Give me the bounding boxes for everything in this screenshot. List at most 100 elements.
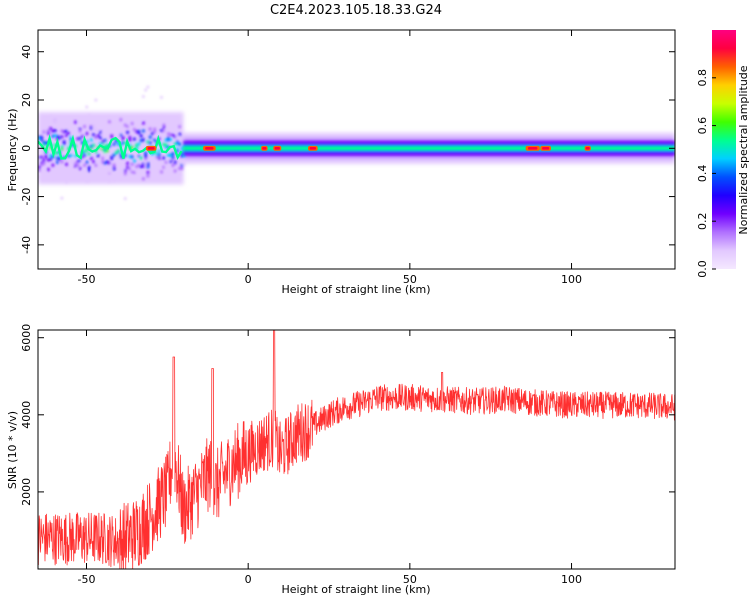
spectrogram-cell	[167, 132, 170, 136]
spectrogram-cell	[56, 156, 59, 160]
spectrogram-cell	[105, 160, 109, 164]
spectrogram-cell	[99, 142, 102, 146]
spectrogram-cell	[69, 154, 73, 158]
spectrogram-peak-core	[527, 146, 538, 150]
spectrogram-cell	[142, 121, 145, 125]
spectrogram-cell	[51, 155, 55, 159]
snr-x-axis-label: Height of straight line (km)	[281, 583, 430, 596]
spectrogram-cell	[47, 131, 50, 135]
spectrogram-cell	[101, 160, 104, 164]
spectrogram-cell	[40, 131, 43, 135]
spectrogram-cell	[135, 143, 138, 147]
spectrogram-cell	[99, 119, 102, 123]
spectrogram-cell	[148, 127, 152, 131]
spectrogram-cell	[38, 175, 41, 179]
spectrogram-cell	[103, 138, 107, 142]
spectrogram-cell	[42, 169, 46, 173]
spectrogram-cell	[139, 116, 143, 120]
spectrogram-y-axis-label: Frequency (Hz)	[6, 109, 19, 192]
spectrogram-cell	[167, 138, 170, 142]
spectrogram-cell	[153, 130, 157, 134]
spectrogram-cell	[40, 161, 43, 165]
spectrogram-cell	[90, 126, 93, 130]
spectrogram-peak-core	[147, 146, 155, 150]
spectrogram-cell	[112, 163, 116, 167]
spectrogram-cell	[53, 151, 57, 155]
spectrogram-cell	[117, 149, 120, 153]
spectrogram-cell	[128, 136, 132, 140]
spectrogram-cell	[146, 140, 150, 144]
x-tick-label: 50	[403, 573, 417, 586]
spectrogram-cell	[69, 137, 73, 141]
spectrogram-cell	[74, 171, 77, 175]
spectrogram-cell	[51, 119, 55, 123]
spectrogram-peak-core	[309, 146, 317, 150]
spectrogram-cell	[60, 135, 64, 139]
snr-y-axis-label: SNR (10 * v/v)	[6, 411, 19, 489]
spectrogram-cell	[124, 169, 127, 173]
spectrogram-cell	[83, 153, 86, 157]
spectrogram-cell	[162, 125, 166, 129]
spectrogram-cell	[81, 155, 84, 159]
spectrogram-cell	[51, 174, 55, 178]
spectrogram-cell	[180, 154, 184, 158]
x-tick-label: 0	[245, 273, 252, 286]
spectrogram-cell	[119, 174, 123, 178]
spectrogram-cell	[78, 137, 82, 141]
spectrogram-cell	[96, 134, 100, 138]
spectrogram-cell	[114, 173, 118, 177]
spectrogram-cell	[81, 141, 84, 145]
spectrogram-cell	[47, 168, 50, 172]
spectrogram-cell	[128, 167, 132, 171]
spectrogram-cell	[110, 163, 114, 167]
spectrogram-cell	[135, 145, 138, 149]
spectrogram-cell	[164, 138, 168, 142]
spectrogram-cell	[178, 142, 181, 146]
spectrogram-cell	[76, 137, 80, 141]
spectrogram-cell	[133, 170, 136, 174]
spectrogram-cell	[90, 156, 93, 160]
spectrogram-cell	[153, 138, 157, 142]
spectrogram-cell	[74, 154, 77, 158]
spectrogram-cell	[110, 166, 114, 170]
spectrogram-cell	[40, 135, 43, 139]
spectrogram-cell	[144, 162, 147, 166]
colorbar: 0.0 0.2 0.4 0.6 0.8 Normalized spectral ampl…	[696, 30, 750, 278]
spectrogram-cell	[42, 158, 46, 162]
spectrogram-cell	[151, 132, 154, 136]
spectrogram-cell	[103, 150, 107, 154]
colorbar-tick-label: 0.6	[696, 117, 709, 135]
spectrogram-cell	[105, 143, 109, 147]
spectrogram-cell	[169, 137, 172, 141]
spectrogram-cell	[119, 155, 123, 159]
spectrogram-cell	[60, 168, 64, 172]
spectrogram-cell	[58, 157, 61, 161]
spectrogram-peak-core	[585, 146, 590, 150]
spectrogram-cell	[171, 128, 175, 132]
spectrogram-cell	[180, 163, 184, 167]
spectrogram-cell	[92, 170, 95, 174]
spectrogram-cell	[38, 158, 41, 161]
spectrogram-cell	[139, 156, 143, 160]
spectrogram-cell	[92, 143, 95, 147]
spectrogram-cell	[62, 140, 66, 144]
spectrogram-cell	[83, 149, 86, 153]
y-tick-label: 2000	[20, 478, 33, 506]
spectrogram-cell	[44, 141, 48, 145]
spectrogram-cell	[85, 132, 89, 136]
spectrogram-cell	[56, 123, 59, 127]
spectrogram-cell	[99, 136, 102, 140]
spectrogram-cell	[117, 156, 120, 160]
colorbar-tick-label: 0.0	[696, 260, 709, 278]
spectrogram-cell	[42, 130, 46, 134]
spectrogram-cell	[76, 165, 80, 169]
spectrogram-cell	[144, 88, 147, 92]
spectrogram-cell	[108, 170, 111, 174]
spectrogram-cell	[56, 160, 59, 164]
spectrogram-band-layer	[183, 141, 675, 156]
spectrogram-cell	[162, 143, 166, 147]
spectrogram-cell	[108, 120, 111, 124]
spectrogram-cell	[96, 154, 100, 158]
spectrogram-cell	[178, 166, 181, 170]
